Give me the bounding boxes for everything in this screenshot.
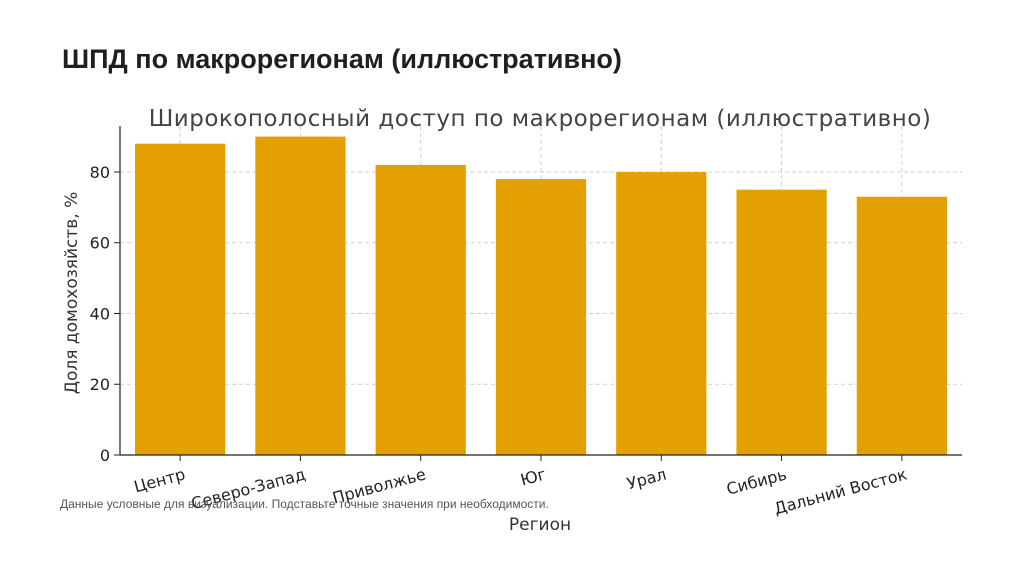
y-ticks: 0 20 40 60 80 [90,163,120,465]
chart-title: Широкополосный доступ по макрорегионам (… [149,106,932,132]
y-tick-label: 20 [90,375,110,394]
y-axis-label: Доля домохозяйств, % [62,192,82,395]
bar-2 [255,136,346,455]
bar-5 [616,171,707,455]
x-tick-label: Сибирь [724,465,788,499]
x-tick-label: Юг [518,465,548,490]
y-tick-label: 40 [90,304,110,323]
bar-6 [736,189,827,455]
bar-4 [495,179,587,455]
x-tick-label: Дальний Восток [772,464,909,518]
y-tick-label: 80 [90,163,110,182]
x-tick-label: Урал [625,465,668,494]
bars [135,136,947,455]
y-tick-label: 60 [90,234,110,253]
footnote: Данные условные для визуализации. Подста… [60,497,549,511]
x-tick-label: Центр [132,465,187,497]
bar-7 [856,196,947,455]
x-axis-label: Регион [509,515,571,535]
bar-1 [135,143,226,455]
y-tick-label: 0 [100,446,110,465]
bar-3 [375,164,466,455]
slide-title: ШПД по макрорегионам (иллюстративно) [62,44,622,74]
